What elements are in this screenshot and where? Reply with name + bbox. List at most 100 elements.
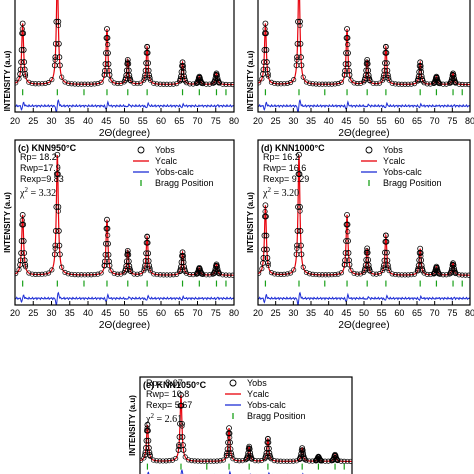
yobs-point	[363, 256, 370, 263]
yobs-point	[259, 266, 265, 272]
yobs-point	[170, 81, 176, 87]
x-tick-label: 45	[101, 116, 111, 126]
yobs-point	[262, 208, 268, 215]
yobs-point	[297, 18, 303, 25]
yobs-point	[138, 80, 144, 86]
yobs-point	[462, 272, 468, 278]
legend-label-diff: Yobs-calc	[383, 167, 422, 177]
yobs-point	[300, 74, 306, 80]
yobs-point	[23, 264, 29, 270]
yobs-point	[342, 250, 349, 256]
yobs-point	[164, 81, 170, 87]
yobs-point	[316, 454, 322, 460]
yobs-point	[281, 81, 287, 87]
yobs-point	[381, 257, 388, 264]
yobs-point	[440, 81, 446, 87]
legend-label-bragg: Bragg Position	[155, 178, 214, 188]
yobs-point	[206, 272, 213, 278]
bragg-ticks-a	[22, 89, 227, 96]
yobs-point	[187, 271, 193, 278]
yobs-point	[145, 427, 151, 434]
yobs-point	[264, 445, 270, 452]
yobs-point	[154, 272, 160, 278]
yobs-point	[55, 22, 61, 29]
yobs-point	[18, 238, 25, 244]
stat-rwp: Rwp=17.9	[20, 163, 61, 173]
yobs-point	[236, 458, 242, 464]
yobs-point	[210, 80, 216, 87]
yobs-point	[111, 271, 117, 277]
yobs-point	[263, 232, 270, 239]
yobs-point	[220, 272, 226, 278]
yobs-point	[345, 41, 351, 48]
yobs-point	[167, 81, 173, 87]
yobs-point	[386, 77, 392, 83]
yobs-point	[421, 270, 427, 276]
x-tick-label: 70	[192, 308, 202, 318]
x-tick-label: 50	[119, 308, 129, 318]
yobs-point	[370, 80, 376, 86]
yobs-point	[72, 272, 78, 278]
yobs-point	[92, 272, 98, 278]
yobs-point	[49, 267, 55, 273]
yobs-point	[233, 457, 239, 464]
yobs-point	[261, 59, 267, 65]
legend-label-diff: Yobs-calc	[155, 167, 194, 177]
x-tick-label: 80	[465, 308, 474, 318]
y-axis-title: INTENSITY (a.u)	[3, 50, 12, 111]
yobs-point	[332, 452, 338, 458]
yobs-point	[173, 455, 179, 462]
yobs-point	[345, 50, 351, 56]
x-tick-label: 55	[377, 116, 387, 126]
yobs-point	[313, 81, 319, 87]
yobs-point	[206, 81, 213, 87]
legend-label-yobs: Yobs	[155, 145, 175, 155]
yobs-point	[52, 242, 59, 249]
yobs-point	[192, 458, 198, 464]
yobs-point	[263, 450, 270, 456]
yobs-point	[348, 77, 354, 83]
legend-label-ycalc: Ycalc	[155, 156, 178, 166]
yobs-point	[343, 50, 349, 56]
yobs-point	[145, 60, 152, 66]
yobs-point	[382, 249, 388, 256]
yobs-point	[344, 221, 351, 228]
yobs-point	[179, 434, 186, 440]
yobs-point	[124, 59, 130, 65]
yobs-point	[23, 73, 29, 79]
yobs-point	[145, 250, 152, 257]
x-axis-title: 2Θ(degree)	[338, 320, 389, 331]
yobs-point	[450, 71, 456, 77]
yobs-point	[154, 458, 160, 464]
yobs-point	[385, 265, 392, 272]
yobs-point	[224, 453, 230, 459]
yobs-point	[373, 81, 379, 87]
yobs-point	[101, 262, 107, 269]
yobs-point	[411, 271, 418, 277]
yobs-point	[147, 268, 153, 274]
yobs-point	[415, 268, 421, 274]
x-tick-label: 55	[138, 116, 148, 126]
legend-label-yobs: Yobs	[383, 145, 403, 155]
yobs-point	[105, 240, 111, 247]
yobs-point	[88, 81, 94, 87]
yobs-point	[106, 258, 112, 265]
yobs-point	[405, 272, 411, 278]
yobs-point	[69, 81, 75, 87]
yobs-point	[141, 77, 147, 83]
yobs-point	[271, 458, 277, 464]
yobs-point	[263, 59, 270, 65]
yobs-point	[190, 81, 196, 87]
yobs-point	[197, 265, 203, 272]
yobs-point	[143, 250, 150, 257]
yobs-point	[450, 262, 457, 268]
yobs-point	[310, 81, 316, 87]
yobs-points-e	[140, 392, 352, 464]
yobs-point	[226, 272, 232, 278]
x-tick-label: 30	[288, 116, 298, 126]
yobs-point	[354, 80, 360, 87]
yobs-point	[180, 69, 187, 75]
yobs-point	[431, 80, 437, 86]
